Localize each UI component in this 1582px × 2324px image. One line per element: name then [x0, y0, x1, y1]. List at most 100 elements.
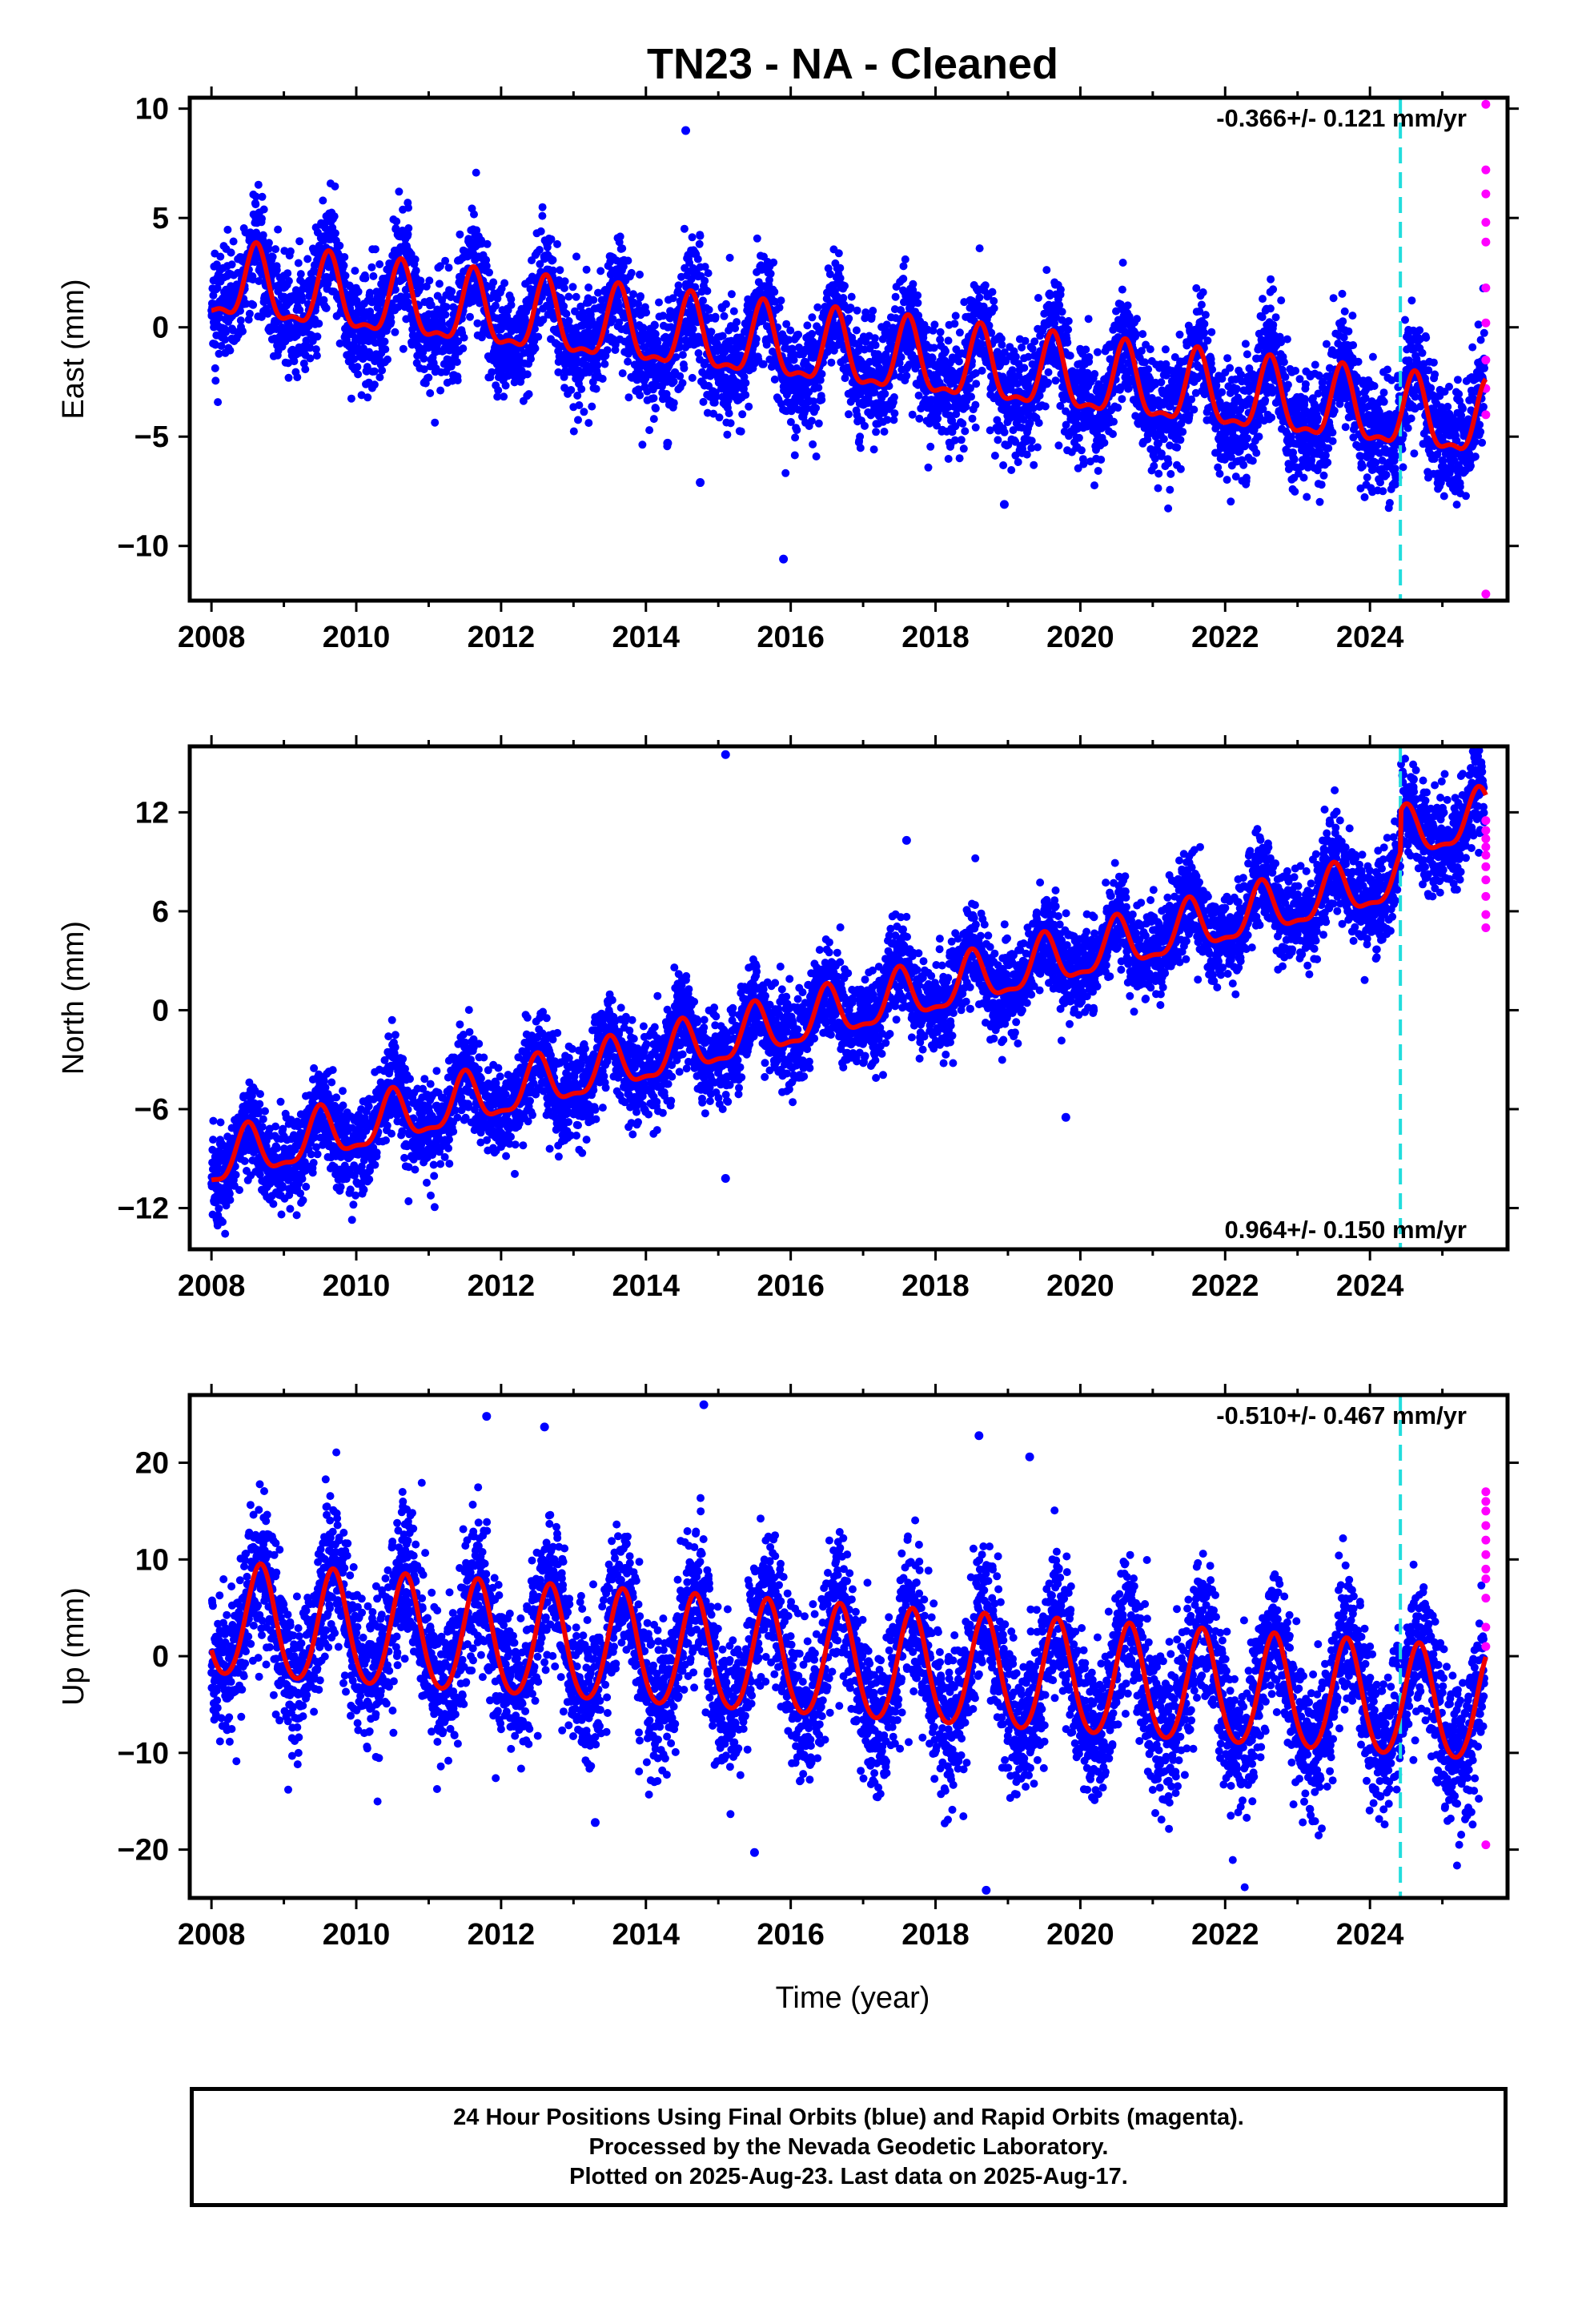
data-point [785, 336, 793, 344]
data-point [678, 379, 687, 388]
data-point [926, 442, 935, 451]
data-point [1097, 456, 1106, 464]
data-point [229, 237, 238, 246]
data-point [341, 271, 350, 280]
data-point [1237, 370, 1245, 379]
data-point [459, 344, 468, 353]
data-point [1114, 404, 1122, 412]
data-point [427, 300, 436, 309]
data-point [990, 296, 998, 305]
data-point [1164, 459, 1173, 468]
data-point [553, 239, 561, 248]
data-point [889, 416, 898, 424]
data-point [841, 282, 849, 290]
data-point [1166, 485, 1174, 494]
data-point [353, 363, 362, 372]
data-point [1197, 300, 1206, 309]
data-point [395, 187, 404, 196]
data-point [1018, 444, 1027, 453]
data-point [997, 335, 1006, 343]
data-point [1131, 330, 1140, 339]
data-point [383, 355, 391, 364]
data-point [303, 255, 312, 263]
data-point [721, 300, 730, 308]
data-point [936, 328, 945, 336]
data-point [883, 416, 892, 424]
data-point [1140, 358, 1149, 367]
data-point [444, 263, 453, 272]
data-point [420, 354, 428, 363]
data-point [470, 210, 478, 219]
data-point [366, 288, 374, 297]
data-point [1154, 484, 1162, 493]
data-point [814, 384, 823, 392]
data-point [689, 324, 697, 333]
data-point [782, 320, 791, 328]
data-point [268, 252, 277, 261]
data-point [452, 358, 461, 366]
data-point [367, 263, 376, 271]
data-point [411, 255, 420, 263]
data-point [251, 192, 260, 201]
data-point [786, 326, 795, 335]
data-point [704, 269, 713, 278]
data-point [752, 335, 761, 344]
data-point [675, 343, 684, 352]
data-point [845, 314, 853, 323]
data-point [1118, 259, 1127, 267]
data-point [808, 330, 817, 338]
data-point [699, 296, 707, 305]
data-point [331, 229, 339, 238]
data-point [619, 262, 628, 271]
data-point [1178, 428, 1187, 436]
data-point [1207, 359, 1215, 368]
data-point [1109, 430, 1117, 438]
data-point [226, 346, 235, 355]
data-point [596, 267, 605, 275]
data-point [678, 351, 687, 360]
data-point [1062, 420, 1070, 429]
data-point [954, 357, 963, 366]
data-point [361, 274, 370, 283]
data-point [729, 307, 738, 316]
data-point [404, 230, 412, 239]
data-point [1093, 348, 1102, 356]
data-point [1226, 364, 1235, 372]
data-point [221, 336, 229, 344]
data-point [845, 410, 853, 419]
data-point [807, 416, 816, 425]
data-point [1150, 461, 1158, 470]
data-point [629, 290, 637, 299]
data-point [1054, 441, 1063, 450]
data-point [1000, 428, 1009, 436]
data-point [271, 245, 280, 254]
data-point [249, 300, 258, 309]
data-point [1085, 352, 1094, 361]
data-point [861, 421, 869, 430]
data-point [794, 330, 803, 339]
data-point [1154, 439, 1162, 448]
data-point [589, 296, 598, 304]
data-point [945, 403, 954, 412]
data-point [899, 262, 908, 271]
data-point [1014, 360, 1023, 368]
data-point [902, 372, 911, 380]
data-point [1243, 350, 1251, 359]
data-point [975, 244, 984, 253]
data-point [488, 368, 496, 376]
data-point [723, 430, 732, 439]
data-point [442, 303, 451, 312]
data-point [340, 253, 349, 261]
data-point [1082, 345, 1090, 354]
data-point [1050, 319, 1058, 328]
data-point [709, 409, 718, 418]
data-point [649, 394, 658, 403]
data-point [705, 305, 713, 314]
data-point [827, 358, 836, 367]
data-point [817, 370, 826, 378]
data-point [669, 377, 678, 386]
data-point [531, 344, 540, 352]
data-point [1166, 402, 1174, 411]
data-point [1123, 301, 1132, 310]
